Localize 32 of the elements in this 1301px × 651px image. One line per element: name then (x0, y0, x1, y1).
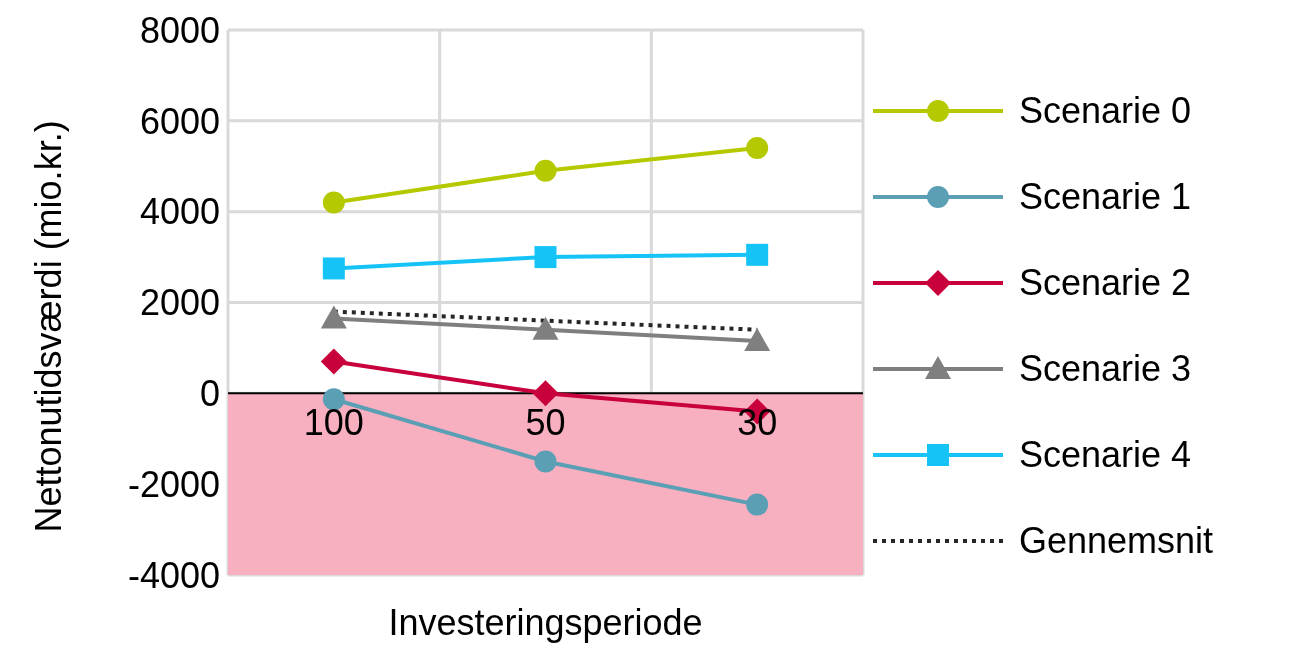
point (534, 159, 557, 182)
legend-label: Scenarie 3 (1019, 347, 1192, 390)
point (320, 348, 347, 375)
x-axis-title: Investeringsperiode (388, 602, 703, 643)
point (322, 388, 345, 411)
point (322, 257, 345, 280)
y-axis-title: Nettonutidsværdi (mio.kr.) (27, 120, 69, 533)
x-tick-label: 50 (525, 402, 566, 444)
y-tick-label: -4000 (127, 554, 220, 596)
point (532, 380, 559, 407)
point (532, 316, 559, 340)
y-tick-label: 4000 (139, 191, 220, 233)
y-tick-label: 8000 (139, 9, 220, 51)
y-tick-label: 6000 (139, 100, 220, 142)
legend-label: Scenarie 0 (1019, 89, 1192, 132)
legend-label: Scenarie 2 (1019, 261, 1192, 304)
y-tick-label: 2000 (139, 282, 220, 324)
point (534, 450, 557, 473)
y-tick-label: 0 (199, 373, 220, 415)
legend-label: Scenarie 1 (1019, 175, 1192, 218)
point (746, 137, 769, 160)
point (746, 493, 769, 516)
y-tick-label: -2000 (127, 463, 220, 505)
x-tick-label: 30 (737, 402, 778, 444)
point (320, 305, 347, 329)
point (534, 246, 557, 269)
x-tick-label: 100 (303, 402, 364, 444)
legend-label: Gennemsnit (1019, 519, 1214, 562)
point (746, 243, 769, 266)
point (744, 328, 771, 352)
point (322, 191, 345, 214)
legend-label: Scenarie 4 (1019, 433, 1192, 476)
